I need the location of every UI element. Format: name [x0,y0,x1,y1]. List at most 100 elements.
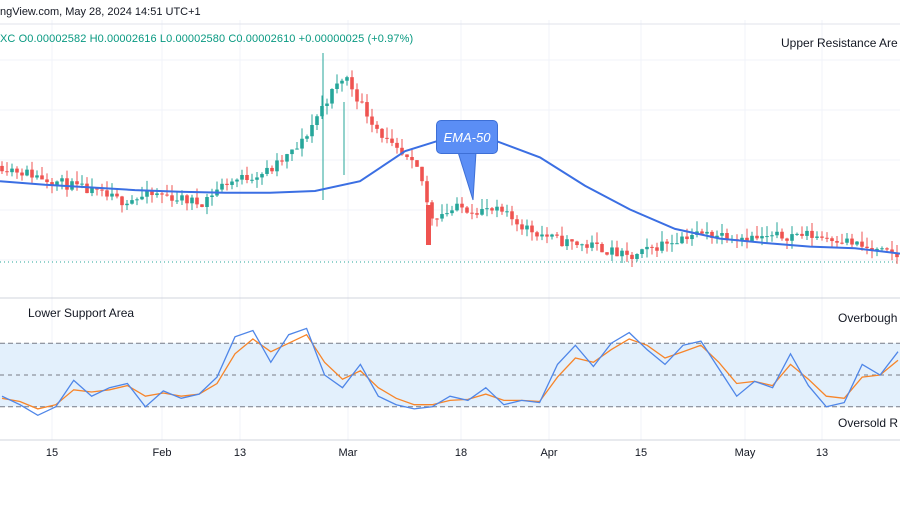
candle-down [360,101,364,103]
candle-up [645,246,649,250]
candle-down [490,208,494,211]
candle-down [160,193,164,195]
candle-up [750,235,754,242]
candle-down [475,213,479,215]
candle-up [845,238,849,243]
candle-down [710,231,714,238]
candle-down [545,234,549,237]
candle-down [5,171,9,173]
candle-down [460,203,464,208]
candle-up [580,244,584,246]
candle-up [760,236,764,239]
candle-down [245,174,249,180]
candle-up [540,234,544,237]
candle-down [375,124,379,129]
candle-down [410,156,414,161]
candle-up [765,236,769,238]
candle-down [745,237,749,242]
candle-down [665,241,669,244]
candle-up [495,206,499,211]
x-tick-label: 15 [634,447,648,459]
x-tick-label: 13 [815,447,829,459]
candle-down [385,137,389,139]
candle-up [110,193,114,197]
candle-down [50,182,54,186]
candle-down [840,242,844,244]
candle-down [430,202,434,219]
candle-down [150,191,154,196]
candle-down [725,233,729,241]
candle-up [180,195,184,201]
candle-down [600,243,604,253]
candle-down [575,241,579,246]
candle-down [890,249,894,254]
candle-down [15,168,19,173]
candle-up [680,236,684,244]
candle-up [340,80,344,84]
candle-down [200,204,204,207]
candle-down [530,225,534,233]
candle-up [80,183,84,185]
stochastic-k-line [1,327,899,417]
candle-down [510,211,514,220]
candle-down [105,190,109,197]
candle-down [165,194,169,196]
candle-down [500,206,504,212]
candle-up [310,125,314,137]
chart-source-line: ngView.com, May 28, 2024 14:51 UTC+1 [0,6,201,18]
candle-up [770,235,774,237]
candle-down [560,235,564,247]
candle-up [345,77,349,81]
candle-up [25,169,29,176]
candle-down [280,160,284,162]
candle-up [320,105,324,117]
candle-down [195,197,199,205]
candle-up [440,214,444,219]
x-tick-label: 13 [233,447,247,459]
candle-down [865,246,869,248]
candle-up [325,103,329,106]
candle-down [785,238,789,241]
candle-up [590,242,594,248]
candle-up [610,247,614,255]
candle-down [685,236,689,240]
candle-up [815,236,819,238]
lower-support-label: Lower Support Area [28,306,135,320]
candle-down [700,231,704,234]
candle-up [275,160,279,172]
candle-up [480,208,484,215]
candle-up [670,243,674,245]
candle-down [75,181,79,185]
candle-up [260,173,264,178]
candle-down [65,178,69,190]
candle-down [115,193,119,197]
candle-down [365,102,369,117]
candle-up [255,177,259,180]
candle-up [135,199,139,201]
candle-down [615,247,619,257]
candle-up [210,195,214,198]
candle-down [120,196,124,206]
candle-down [870,247,874,251]
oversold-label: Oversold R [838,416,899,430]
candle-down [45,179,49,183]
candle-up [250,179,254,181]
candle-up [90,187,94,194]
candle-down [390,138,394,143]
candle-down [755,235,759,239]
candle-down [515,219,519,225]
x-tick-label: Feb [152,447,172,459]
candle-up [855,241,859,245]
candle-down [570,239,574,242]
candle-up [635,254,639,259]
candle-up [525,225,529,230]
candle-down [655,247,659,251]
overbought-label: Overbough [838,311,898,325]
candle-up [690,234,694,240]
candle-down [185,195,189,204]
candle-up [805,230,809,236]
candle-up [775,231,779,236]
candle-down [860,241,864,247]
